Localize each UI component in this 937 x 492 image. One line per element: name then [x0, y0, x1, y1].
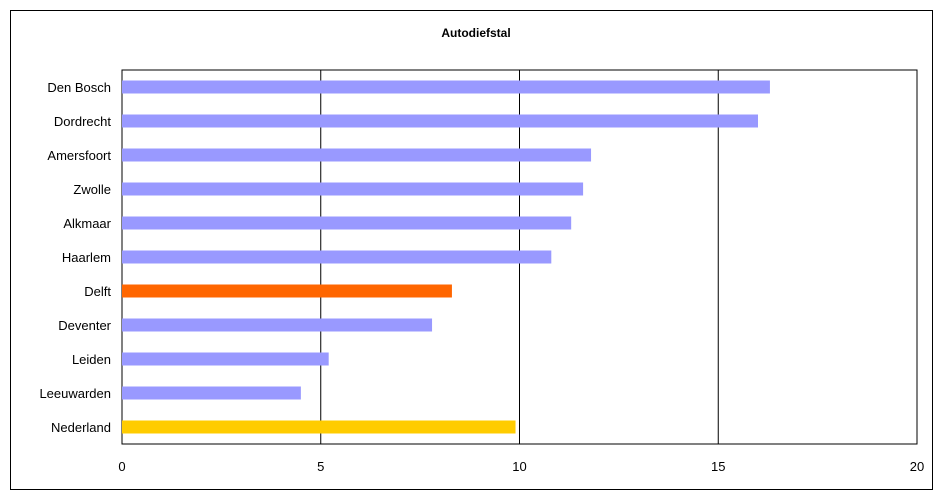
bar-zwolle [122, 182, 584, 196]
category-labels: Den Bosch Dordrecht Amersfoort Zwolle Alkmaa… [39, 80, 111, 435]
x-axis-tick-labels: 0 5 10 15 20 [118, 459, 924, 474]
x-tick-label: 0 [118, 459, 125, 474]
category-label: Deventer [58, 318, 111, 333]
category-label: Dordrecht [54, 114, 111, 129]
bar-deventer [122, 318, 433, 332]
bar-leeuwarden [122, 386, 301, 400]
x-tick-label: 5 [317, 459, 324, 474]
category-label: Nederland [51, 420, 111, 435]
chart-title: Autodiefstal [441, 26, 510, 40]
category-label: Leiden [72, 352, 111, 367]
category-label: Delft [84, 284, 111, 299]
bar-haarlem [122, 250, 552, 264]
x-tick-label: 10 [512, 459, 526, 474]
bar-delft [122, 284, 452, 298]
bar-amersfoort [122, 148, 592, 162]
category-label: Haarlem [62, 250, 111, 265]
bar-dordrecht [122, 114, 758, 128]
bar-nederland [122, 420, 516, 434]
category-label: Den Bosch [47, 80, 111, 95]
bar-leiden [122, 352, 329, 366]
x-tick-label: 15 [711, 459, 725, 474]
category-label: Alkmaar [63, 216, 111, 231]
bar-alkmaar [122, 216, 572, 230]
category-label: Leeuwarden [39, 386, 111, 401]
bar-den-bosch [122, 80, 770, 94]
category-label: Zwolle [73, 182, 111, 197]
x-tick-label: 20 [910, 459, 924, 474]
category-label: Amersfoort [47, 148, 111, 163]
bar-series [122, 80, 770, 434]
